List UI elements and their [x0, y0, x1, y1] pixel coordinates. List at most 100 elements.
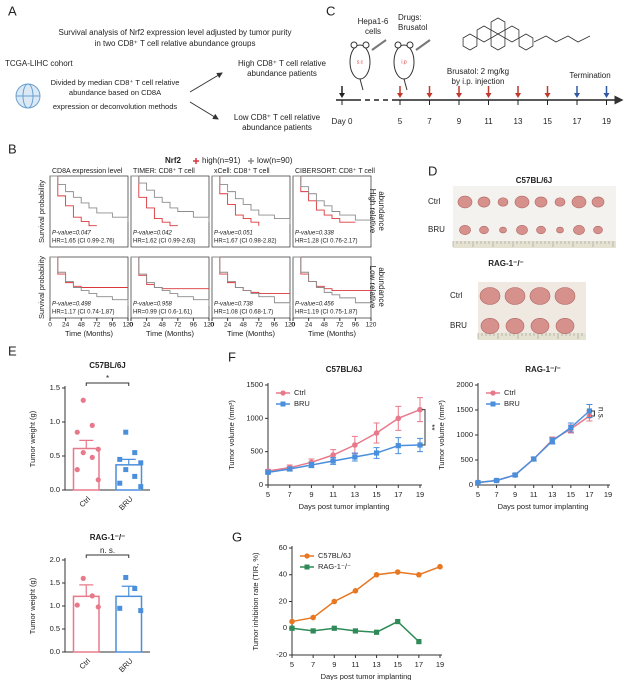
molecule: [533, 35, 591, 43]
x-tick-label: 11: [530, 490, 538, 499]
data-point: [437, 563, 443, 570]
day-arrow: [544, 93, 551, 98]
legend-marker: [280, 401, 286, 407]
data-point: [493, 477, 500, 484]
x-tick-label: 15: [567, 490, 575, 499]
x-tick-label: 72: [255, 322, 263, 329]
plot-frame: [292, 175, 372, 248]
legend-title: Nrf2: [165, 156, 182, 165]
plot-frame: [130, 175, 210, 248]
significance-label: n. s.: [100, 546, 115, 555]
x-axis-label: Days post tumor implanting: [321, 672, 412, 680]
legend-label: Ctrl: [504, 388, 516, 397]
data-point: [310, 614, 316, 621]
x-tick-label: 17: [415, 660, 423, 669]
bar: [115, 464, 143, 491]
row-label: BRU: [450, 321, 467, 330]
y-tick-label: 1500: [246, 380, 263, 389]
panel-label: F: [228, 349, 236, 364]
tumor: [499, 226, 507, 234]
row-label: Ctrl: [428, 197, 441, 206]
cells-text: Hepa1-6: [358, 17, 389, 26]
y-tick-label: 2.0: [50, 555, 60, 564]
data-point: [132, 586, 138, 592]
x-tick-label: 0: [48, 322, 52, 329]
tumor: [480, 318, 500, 334]
tumor: [479, 287, 501, 305]
stat-annotation: P-value=0.047: [52, 231, 92, 237]
survival-curve: [293, 175, 356, 223]
survival-curve: [50, 175, 129, 223]
stat-annotation: P-value=0.042: [133, 231, 173, 237]
tumor: [554, 287, 576, 305]
y-tick-label: 1.0: [50, 417, 60, 426]
survival-curve: [50, 175, 97, 227]
x-tick-label: 96: [190, 322, 198, 329]
termination-text: Termination: [569, 71, 610, 80]
tumor: [593, 225, 603, 235]
error-bar: [121, 458, 136, 465]
error-bar: [79, 439, 94, 449]
x-axis-label: Days post tumor implanting: [299, 502, 390, 511]
data-point: [74, 467, 80, 473]
data-point: [289, 618, 295, 625]
y-axis-label: Tumor weight (g): [28, 410, 37, 467]
low-group: Low CD8⁺ T cell relative: [234, 113, 321, 122]
x-tick-label: 17: [585, 490, 593, 499]
day-arrow: [339, 93, 345, 98]
x-tick-label: 19: [604, 490, 612, 499]
legend-marker: [490, 390, 496, 396]
survival-curve: [131, 256, 210, 306]
plot-frame: [211, 175, 291, 248]
day-arrow: [426, 93, 433, 98]
mouse-icon: [403, 78, 408, 91]
stat-annotation: P-value=0.958: [133, 302, 173, 308]
y-tick-label: 0: [469, 480, 473, 489]
data-point: [395, 443, 401, 449]
survival-curve: [212, 175, 291, 225]
tumor: [529, 287, 551, 305]
survival-curve: [131, 175, 210, 223]
data-point: [287, 466, 293, 472]
x-tick-label: 120: [123, 322, 134, 329]
y-axis-label: Survival probability: [37, 180, 46, 243]
timeline-label: 17: [573, 117, 582, 126]
x-tick-label: BRU: [117, 656, 135, 674]
tumor: [573, 225, 585, 235]
data-point: [95, 477, 101, 483]
day-arrow: [515, 93, 521, 98]
x-tick-label: 9: [309, 490, 313, 499]
x-axis-label: Time (Months): [65, 329, 114, 338]
x-tick-label: 7: [494, 490, 498, 499]
y-axis-label: Tumor inhibition rate (TIR, %): [251, 552, 260, 651]
data-point: [95, 604, 101, 610]
x-tick-label: 0: [291, 322, 295, 329]
day-arrow: [574, 93, 580, 98]
column-title: TIMER: CD8⁺ T cell: [133, 168, 195, 175]
row-label: Ctrl: [450, 291, 463, 300]
x-tick-label: 24: [305, 322, 313, 329]
x-tick-label: 96: [271, 322, 279, 329]
timeline-label: 9: [457, 117, 462, 126]
data-point: [373, 430, 380, 436]
x-tick-label: 5: [266, 490, 270, 499]
data-point: [80, 397, 86, 403]
stat-annotation: HR=1.17 (CI 0.74-1.87): [52, 310, 115, 316]
x-axis-label: Time (Months): [146, 329, 195, 338]
data-point: [586, 408, 593, 414]
y-tick-label: 500: [460, 455, 473, 464]
significance-label: n.s.: [596, 407, 605, 420]
legend-label: RAG-1⁻/⁻: [318, 562, 351, 571]
molecule: [518, 33, 534, 51]
y-tick-label: 60: [279, 543, 287, 552]
route-label: s.c: [357, 59, 364, 65]
data-point: [117, 605, 123, 611]
stat-annotation: HR=0.99 (CI 0.6-1.61): [133, 310, 192, 316]
x-tick-label: 48: [240, 322, 248, 329]
data-point: [373, 629, 380, 635]
data-point: [132, 473, 138, 479]
high-group: abundance patients: [247, 69, 317, 78]
stat-annotation: P-value=0.338: [295, 231, 335, 237]
method-text: Divided by median CD8⁺ T cell relative: [51, 78, 180, 87]
method-text: expression or deconvolution methods: [53, 102, 177, 111]
